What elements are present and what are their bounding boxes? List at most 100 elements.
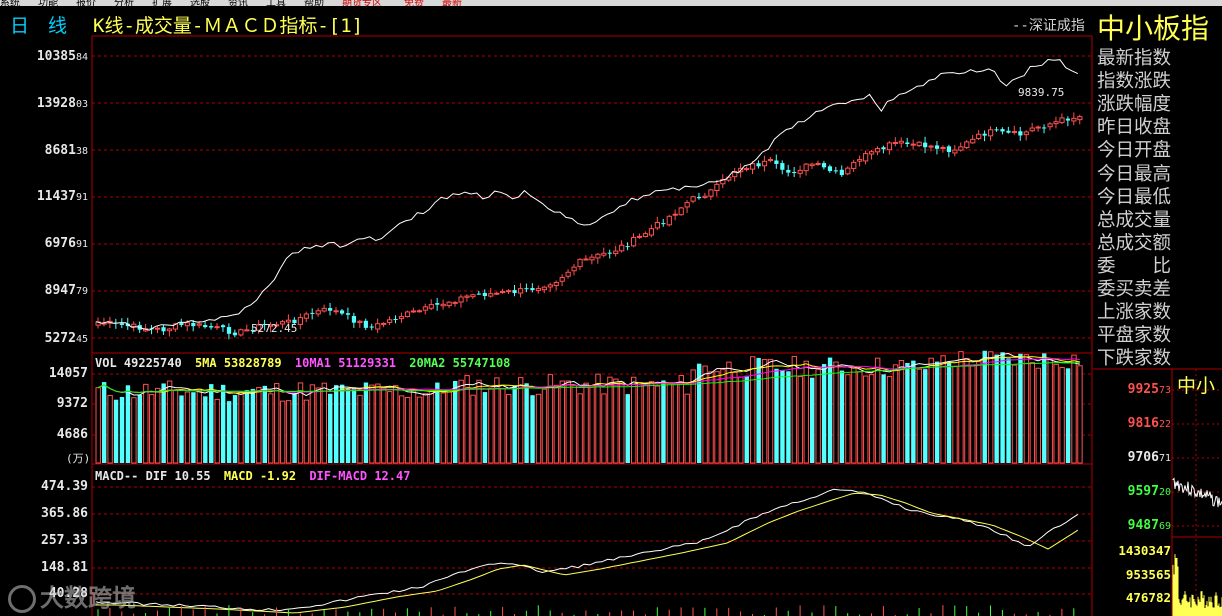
period-label[interactable]: 日 线 — [10, 15, 68, 37]
candle-body — [250, 329, 255, 332]
volume-bar — [404, 396, 411, 464]
candle-body — [827, 166, 833, 172]
volume-bar — [113, 399, 119, 463]
candle-body — [886, 142, 893, 151]
volume-bar — [398, 395, 405, 464]
watermark: 大数跨境 — [8, 578, 136, 613]
candle-body — [274, 324, 280, 327]
menu-item[interactable]: 扩展 — [152, 0, 172, 6]
volume-bar — [886, 375, 893, 464]
candle-body — [387, 319, 393, 323]
candle-body — [161, 327, 166, 332]
candle-body — [535, 288, 541, 291]
volume-bar — [786, 371, 791, 463]
candle-body — [452, 301, 458, 304]
menu-item[interactable]: 系统 — [0, 0, 20, 6]
candle-body — [934, 145, 940, 149]
menu-item[interactable]: 功能 — [38, 0, 58, 6]
volume-legend: VOL 49225740 5MA 53828789 10MA1 51129331… — [95, 356, 516, 370]
candle-body — [1059, 117, 1065, 124]
volume-bar — [387, 391, 393, 464]
candle-body — [428, 304, 434, 309]
volume-bar — [256, 387, 262, 464]
menu-item[interactable]: 报价 — [76, 0, 96, 6]
index-name: 中小板指 — [1097, 12, 1210, 45]
candle-body — [756, 163, 761, 167]
menu-item[interactable]: 选股 — [190, 0, 210, 6]
volume-bar — [791, 355, 798, 464]
volume-bar — [571, 385, 577, 464]
volume-bar — [250, 388, 256, 463]
volume-bar — [803, 360, 809, 464]
candle-body — [166, 328, 173, 332]
volume-bar — [577, 393, 583, 464]
candle-body — [506, 290, 512, 293]
candle-body — [1071, 117, 1077, 122]
candle-body — [767, 159, 774, 162]
volume-bar — [732, 371, 738, 464]
ma10-value: 10MA1 51129331 — [294, 356, 397, 370]
volume-bar — [285, 400, 292, 464]
menu-item[interactable]: 资讯 — [228, 0, 248, 6]
axis-tick-label: 257.33 — [41, 533, 88, 548]
menu-item[interactable]: 分析 — [114, 0, 134, 6]
candle-body — [774, 160, 779, 164]
watermark-text: 大数跨境 — [40, 584, 136, 612]
candle-body — [238, 329, 244, 336]
menu-item[interactable]: 期货专区 — [342, 0, 382, 6]
top-menubar[interactable]: 系统 功能 报价 分析 扩展 选股 资讯 工具 帮助 期货专区 免费 最新 — [0, 0, 1222, 6]
volume-bar — [636, 382, 643, 464]
volume-bar — [726, 361, 732, 464]
volume-bar — [898, 359, 905, 464]
axis-tick-label: 959720 — [1127, 484, 1171, 499]
candle-body — [553, 281, 559, 286]
volume-bar — [565, 380, 571, 464]
menu-item[interactable]: 免费 — [404, 0, 424, 6]
candle-body — [601, 252, 607, 256]
volume-bar — [1053, 363, 1059, 464]
menu-item[interactable]: 最新 — [442, 0, 462, 6]
volume-bar — [125, 385, 131, 463]
index-link[interactable]: --深证成指 — [1012, 18, 1085, 34]
volume-bar — [869, 374, 875, 464]
volume-bar — [101, 382, 107, 463]
volume-bar — [119, 396, 125, 463]
candle-body — [500, 290, 506, 293]
high-price-label: 9839.75 — [1018, 86, 1065, 99]
axis-tick-label: 40.28 — [48, 586, 88, 601]
volume-bar — [535, 393, 542, 464]
benchmark-line — [95, 58, 1079, 331]
volume-bar — [209, 384, 214, 463]
candle-body — [1023, 131, 1029, 136]
menu-item[interactable]: 工具 — [266, 0, 286, 6]
volume-bar — [815, 369, 821, 464]
candle-body — [905, 142, 910, 145]
volume-bar — [631, 376, 637, 464]
volume-bar — [315, 387, 322, 464]
axis-tick-label: 9372 — [56, 396, 88, 411]
volume-bar — [684, 393, 690, 464]
candle-body — [1042, 127, 1047, 129]
volume-bar — [1042, 353, 1047, 463]
candle-body — [232, 332, 238, 336]
candle-body — [892, 142, 898, 145]
candle-body — [262, 323, 267, 325]
quote-label: 今日最高 — [1097, 163, 1172, 185]
candle-body — [476, 293, 481, 295]
candle-body — [577, 258, 583, 268]
candle-body — [809, 163, 815, 167]
candle-body — [845, 167, 851, 175]
volume-bar — [530, 395, 535, 463]
candle-body — [339, 310, 345, 314]
volume-bar — [810, 377, 815, 463]
volume-bar — [589, 385, 595, 464]
menu-item[interactable]: 帮助 — [304, 0, 324, 6]
volume-bar — [750, 356, 756, 464]
candle-body — [1000, 129, 1005, 132]
axis-tick-label: 953565 — [1125, 567, 1171, 582]
volume-unit: (万) — [66, 452, 91, 465]
axis-tick-label: 527245 — [44, 331, 88, 346]
volume-bar — [232, 395, 238, 463]
candle-body — [184, 322, 190, 327]
candle-body — [196, 323, 202, 326]
